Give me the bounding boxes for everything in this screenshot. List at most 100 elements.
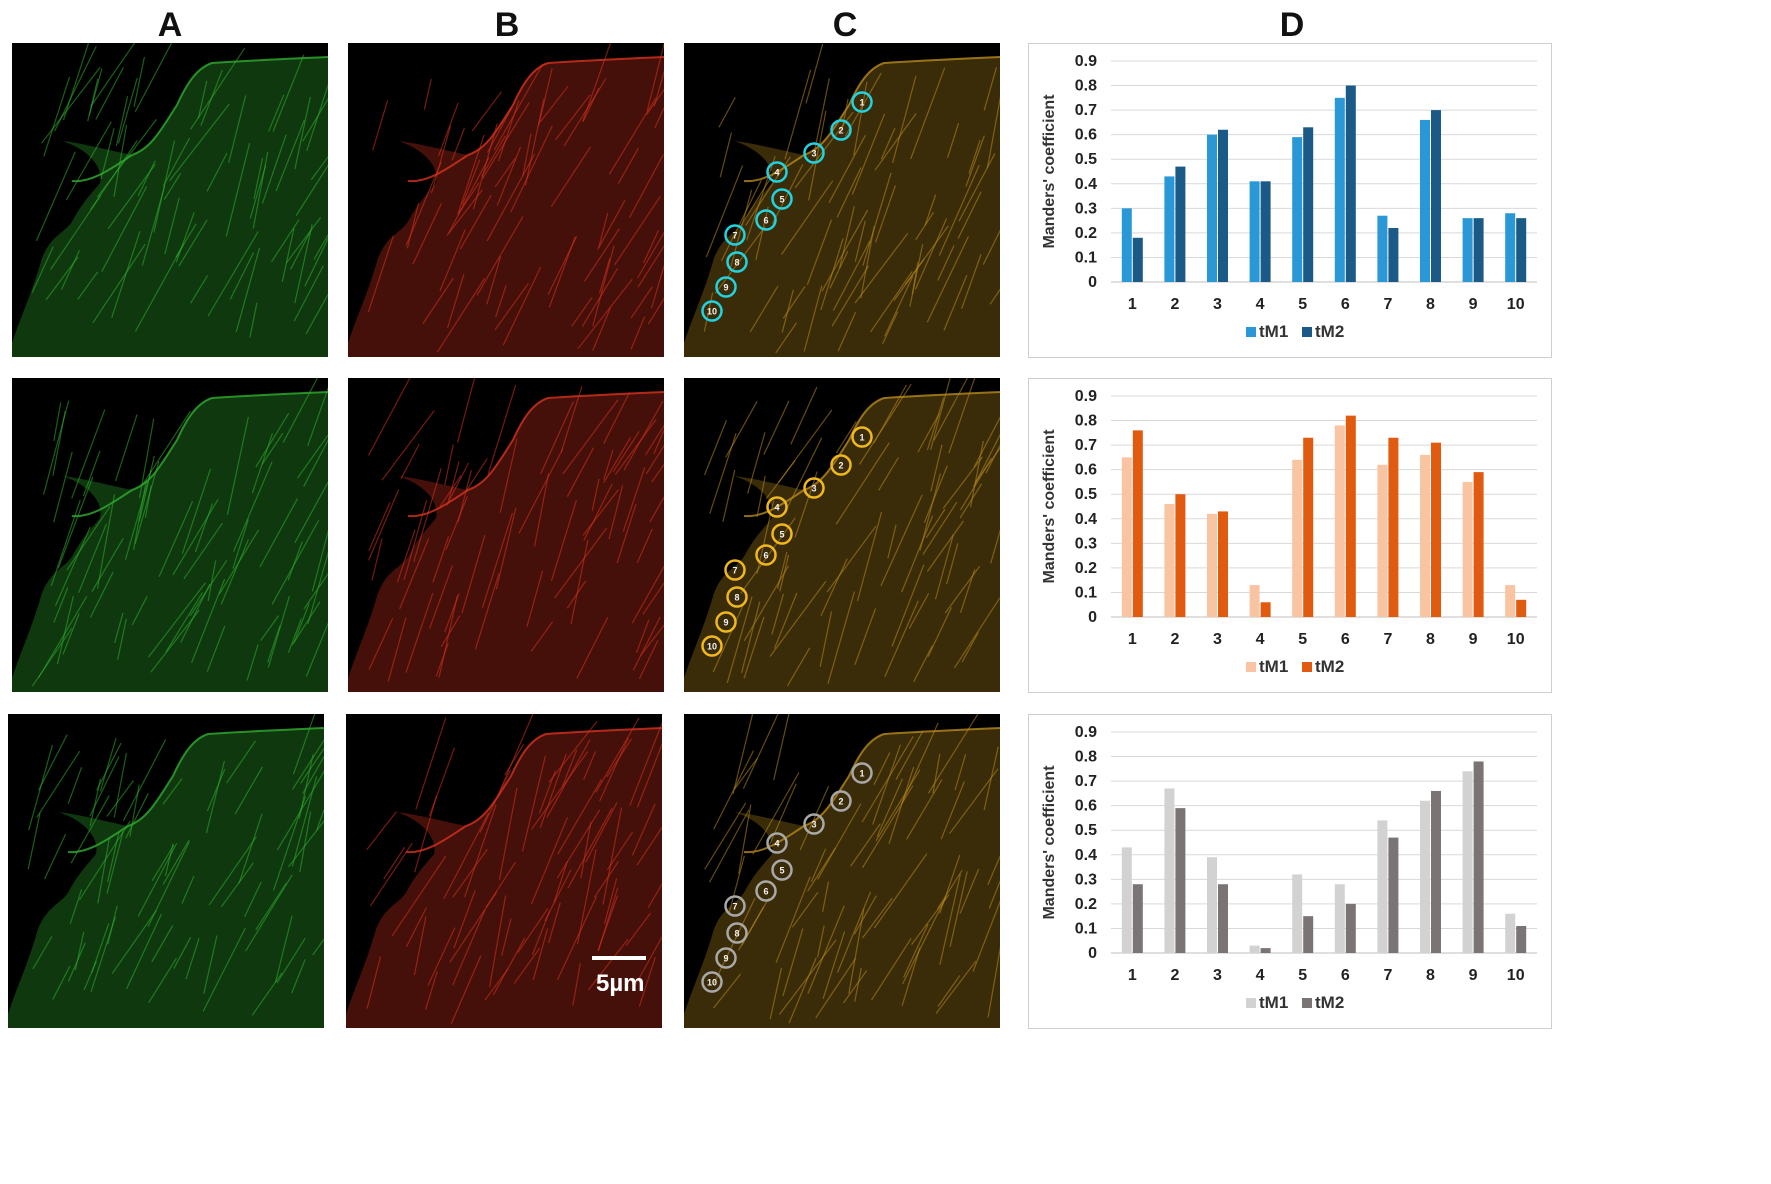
roi-label: 9: [723, 954, 728, 964]
scale-bar: [592, 956, 646, 960]
y-tick-label: 0: [1088, 609, 1097, 626]
roi-circle: [701, 971, 723, 993]
bar-tm2-4: [1260, 602, 1271, 617]
bar-tm2-9: [1473, 218, 1484, 282]
bar-tm2-2: [1175, 808, 1186, 953]
roi-label: 10: [707, 978, 717, 988]
bar-tm1-8: [1420, 119, 1430, 282]
x-tick-label: 3: [1213, 967, 1222, 984]
bar-tm1-5: [1292, 459, 1303, 617]
x-tick-label: 1: [1128, 967, 1137, 984]
roi-label: 6: [763, 887, 768, 897]
x-tick-label: 9: [1469, 631, 1478, 648]
roi-label: 6: [763, 216, 768, 226]
roi-label: 1: [859, 433, 864, 443]
y-axis-label: Manders' coefficient: [1041, 765, 1058, 920]
y-tick-label: 0.1: [1075, 584, 1097, 601]
roi-circle: [771, 859, 793, 881]
y-tick-label: 0.1: [1075, 249, 1097, 266]
bar-tm2-7: [1388, 227, 1399, 282]
bar-tm1-2: [1164, 504, 1175, 617]
roi-circle: [803, 142, 825, 164]
bar-tm1-5: [1292, 137, 1303, 282]
micrograph-green-row2: [12, 378, 328, 692]
roi-circle: [766, 832, 788, 854]
bar-tm1-6: [1334, 97, 1345, 282]
bar-tm2-1: [1132, 430, 1143, 617]
roi-circle: [755, 880, 777, 902]
bar-tm2-6: [1345, 903, 1356, 953]
roi-label: 3: [811, 149, 816, 159]
x-tick-label: 10: [1507, 631, 1525, 648]
roi-circle: [724, 559, 746, 581]
roi-label: 7: [732, 231, 737, 241]
roi-circle: [755, 544, 777, 566]
y-tick-label: 0.2: [1075, 560, 1097, 577]
x-tick-label: 1: [1128, 296, 1137, 313]
roi-label: 10: [707, 307, 717, 317]
bar-tm2-9: [1473, 472, 1484, 617]
column-label-c: C: [832, 6, 858, 44]
roi-circle: [715, 611, 737, 633]
scale-bar-label: 5µm: [596, 970, 645, 997]
y-tick-label: 0.9: [1075, 388, 1097, 405]
micrograph-red-row2: [348, 378, 664, 692]
bar-tm2-10: [1516, 599, 1527, 617]
bar-tm2-8: [1431, 110, 1441, 282]
column-label-a: A: [157, 6, 183, 44]
y-tick-label: 0.9: [1075, 724, 1097, 741]
x-tick-label: 8: [1426, 296, 1435, 313]
x-tick-label: 8: [1426, 631, 1435, 648]
roi-circle: [766, 161, 788, 183]
legend-label: tM1: [1259, 322, 1288, 341]
bar-tm1-6: [1334, 884, 1345, 953]
bar-tm2-4: [1260, 948, 1271, 953]
x-tick-label: 9: [1469, 967, 1478, 984]
roi-circle: [851, 91, 873, 113]
micrograph-merge-row1: 1 2 3 4 5 6 7 8 9 10: [684, 43, 1000, 357]
bar-tm2-5: [1303, 437, 1314, 617]
bar-tm1-3: [1207, 134, 1217, 282]
x-tick-label: 2: [1170, 296, 1179, 313]
bar-tm1-1: [1121, 208, 1132, 282]
roi-label: 3: [811, 820, 816, 830]
bar-tm2-1: [1132, 884, 1143, 953]
y-tick-label: 0.3: [1075, 871, 1097, 888]
roi-label: 7: [732, 566, 737, 576]
bar-tm1-10: [1505, 913, 1516, 953]
roi-circle: [715, 276, 737, 298]
legend-swatch: [1302, 662, 1312, 672]
x-tick-label: 6: [1341, 967, 1350, 984]
chart-panel-row3: 0 0.1 0.2 0.3 0.4 0.5 0.6 0.7 0.8 0.9 Manders' coe…: [1028, 714, 1552, 1029]
roi-circle: [830, 454, 852, 476]
roi-circle: [701, 635, 723, 657]
roi-circle: [803, 477, 825, 499]
y-tick-label: 0.5: [1075, 822, 1097, 839]
bar-tm1-2: [1164, 176, 1175, 282]
roi-circle: [851, 762, 873, 784]
roi-circle: [755, 209, 777, 231]
y-tick-label: 0: [1088, 945, 1097, 962]
bar-tm2-3: [1218, 511, 1228, 617]
bar-tm1-4: [1249, 585, 1260, 617]
roi-circle: [726, 922, 748, 944]
roi-label: 6: [763, 551, 768, 561]
bar-tm2-4: [1260, 181, 1271, 282]
legend-swatch: [1302, 327, 1312, 337]
x-tick-label: 2: [1170, 631, 1179, 648]
roi-label: 8: [734, 929, 739, 939]
bar-tm2-7: [1388, 837, 1399, 953]
roi-label: 4: [774, 168, 779, 178]
roi-circle: [851, 426, 873, 448]
roi-label: 10: [707, 642, 717, 652]
roi-circle: [715, 947, 737, 969]
x-tick-label: 10: [1507, 967, 1525, 984]
micrograph-red-row3: 5µm: [346, 714, 662, 1028]
micrograph-merge-row3: 1 2 3 4 5 6 7 8 9 10: [684, 714, 1000, 1028]
bar-tm2-5: [1303, 916, 1314, 953]
bar-tm1-5: [1292, 874, 1303, 953]
bar-tm1-10: [1505, 585, 1516, 617]
y-tick-label: 0.1: [1075, 920, 1097, 937]
bar-tm1-9: [1462, 218, 1473, 282]
roi-circle: [771, 523, 793, 545]
